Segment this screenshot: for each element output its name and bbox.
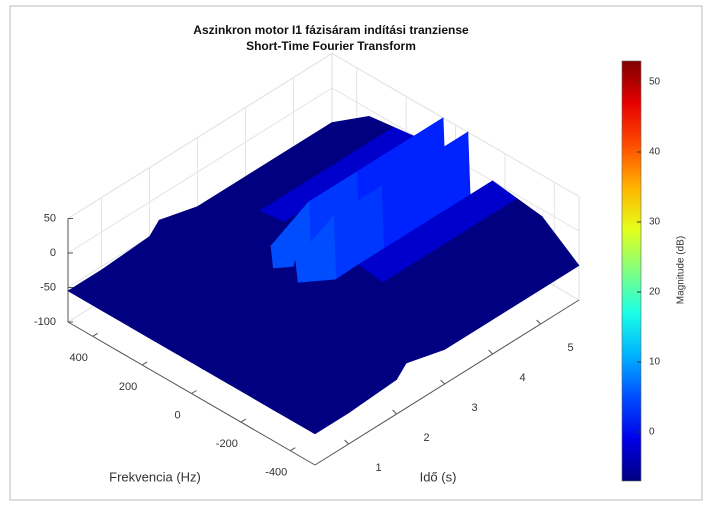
z-tick-label: -100 [34, 316, 56, 328]
colorbar [621, 60, 642, 482]
z-tick-label: -50 [40, 281, 56, 293]
y-tick-label: -200 [216, 438, 238, 450]
x-tick [488, 349, 493, 355]
y-tick [191, 390, 197, 394]
x-tick-label: 2 [424, 432, 430, 444]
x-tick-label: 5 [568, 342, 574, 354]
y-tick [92, 332, 98, 337]
x-tick [344, 439, 349, 445]
y-axis-label: Frekvencia (Hz) [109, 469, 201, 484]
chart-subtitle: Short-Time Fourier Transform [246, 39, 416, 53]
x-tick-label: 3 [472, 402, 478, 414]
grid-line [67, 52, 580, 219]
chart-title: Aszinkron motor I1 fázisáram indítási tr… [193, 23, 469, 37]
colorbar-tick-label: 10 [649, 357, 661, 368]
x-tick [392, 409, 397, 415]
x-tick-label: 4 [520, 372, 526, 384]
surface [67, 115, 580, 435]
y-tick [141, 361, 148, 366]
z-tick-label: 50 [44, 212, 56, 224]
z-tick-label: 0 [50, 247, 56, 259]
y-tick [240, 418, 247, 423]
y-tick-label: 200 [119, 381, 137, 393]
x-tick [440, 379, 445, 385]
y-tick [290, 447, 296, 452]
colorbar-tick-label: 0 [649, 427, 655, 438]
x-axis-label: Idő (s) [420, 469, 457, 484]
colorbar-tick-label: 40 [649, 147, 661, 158]
colorbar-tick-label: 50 [649, 77, 661, 88]
surface-cell [277, 391, 350, 435]
colorbar-tick-label: 20 [649, 287, 661, 298]
grid-line [67, 87, 580, 254]
x-tick-label: 1 [376, 462, 382, 474]
x-tick [536, 319, 541, 325]
y-tick-label: 0 [174, 409, 180, 421]
y-tick-label: -400 [265, 467, 287, 479]
y-tick-label: 400 [70, 352, 88, 364]
x-axis [314, 299, 580, 466]
colorbar-tick-label: 30 [649, 217, 661, 228]
colorbar-label: Magnitude (dB) [676, 236, 687, 304]
